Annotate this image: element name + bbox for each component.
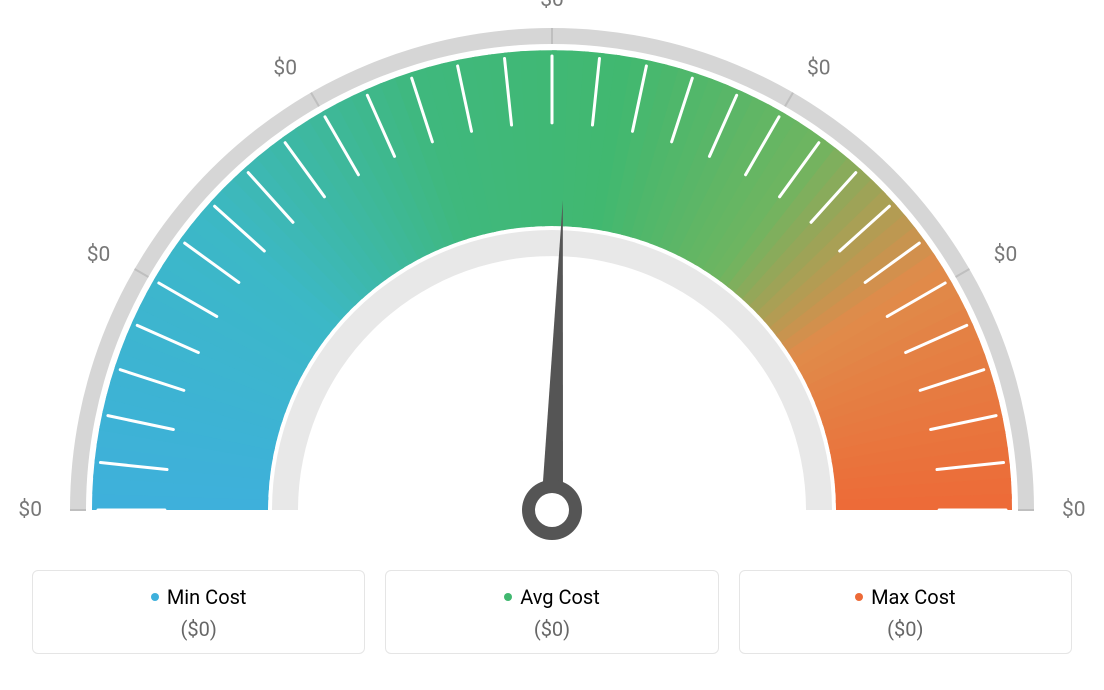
- legend-dot-max: [855, 593, 863, 601]
- gauge-tick-label: $0: [807, 56, 831, 80]
- gauge-tick-label: $0: [273, 56, 297, 80]
- legend-dot-avg: [504, 593, 512, 601]
- legend-label-avg: Avg Cost: [520, 585, 600, 609]
- gauge-tick-label: $0: [87, 243, 111, 267]
- gauge-tick-label: $0: [18, 498, 42, 522]
- legend-dot-min: [151, 593, 159, 601]
- legend-card-max: Max Cost ($0): [739, 570, 1072, 654]
- legend-label-min: Min Cost: [167, 585, 247, 609]
- gauge-chart: $0 $0 $0 $0 $0 $0 $0: [0, 0, 1104, 560]
- gauge-tick-label: $0: [1062, 498, 1086, 522]
- legend-value-avg: ($0): [396, 617, 707, 641]
- gauge-svg: $0 $0 $0 $0 $0 $0 $0: [0, 0, 1104, 560]
- legend-value-min: ($0): [43, 617, 354, 641]
- gauge-tick-label: $0: [994, 243, 1018, 267]
- legend-card-avg: Avg Cost ($0): [385, 570, 718, 654]
- legend-card-min: Min Cost ($0): [32, 570, 365, 654]
- legend-label-max: Max Cost: [871, 585, 956, 609]
- gauge-tick-label: $0: [540, 0, 564, 12]
- legend-row: Min Cost ($0) Avg Cost ($0) Max Cost ($0…: [0, 570, 1104, 654]
- legend-value-max: ($0): [750, 617, 1061, 641]
